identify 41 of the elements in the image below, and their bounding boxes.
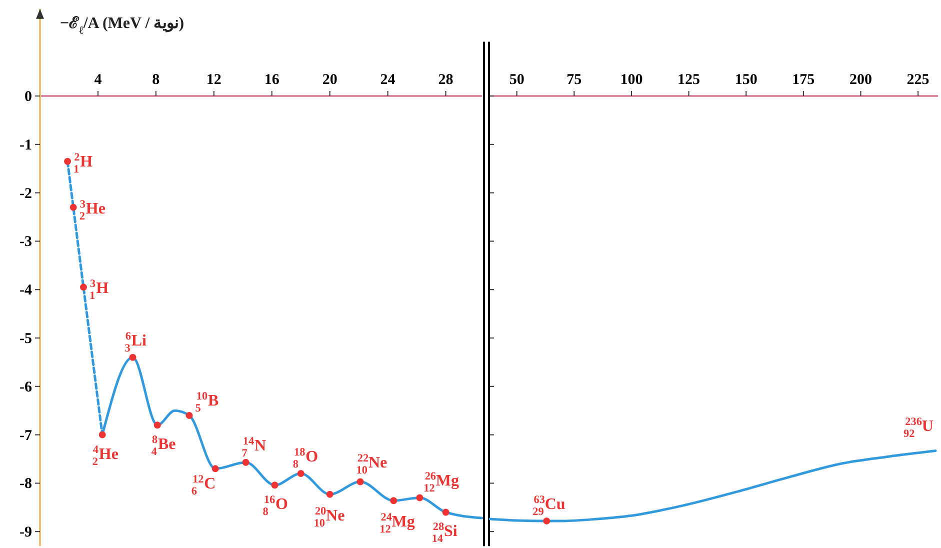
y-tick-label: 0 [24,89,32,105]
point [271,482,278,489]
y-tick-label: -6 [20,379,32,396]
point [212,465,219,472]
point [356,478,364,486]
x-tick-label: 4 [94,72,102,88]
x-tick-label: 8 [152,72,160,88]
x-tick-label: 100 [620,72,643,88]
point [242,458,250,466]
y-tick-label: -9 [20,524,32,541]
point [70,204,77,211]
y-tick-label: -5 [20,331,32,347]
point [186,412,193,419]
point [390,497,398,504]
point [297,470,304,478]
y-tick-label: -8 [20,476,32,492]
point [442,508,450,516]
x-tick-label: 175 [792,72,815,88]
x-tick-label: 28 [438,72,454,88]
y-tick-label: -1 [20,137,32,154]
x-tick-label: 75 [566,72,582,88]
y-tick-label: -4 [20,282,32,299]
point [64,158,72,165]
x-tick-label: 150 [734,72,758,88]
x-tick-label: 200 [849,72,872,88]
x-tick-label: 20 [322,72,338,88]
x-tick-label: 24 [380,72,396,88]
x-tick-label: 50 [509,72,524,88]
x-tick-label: 225 [906,72,930,88]
point [326,490,334,498]
y-tick-label: -7 [20,428,32,444]
point [416,494,424,502]
point [129,354,136,361]
point [80,284,87,291]
point [154,422,161,429]
x-tick-label: 125 [678,72,700,88]
y-tick-label: -3 [20,234,32,250]
point [98,431,106,438]
x-tick-label: 12 [206,72,222,88]
y-tick-label: -2 [20,186,32,202]
x-tick-label: 16 [264,72,280,88]
